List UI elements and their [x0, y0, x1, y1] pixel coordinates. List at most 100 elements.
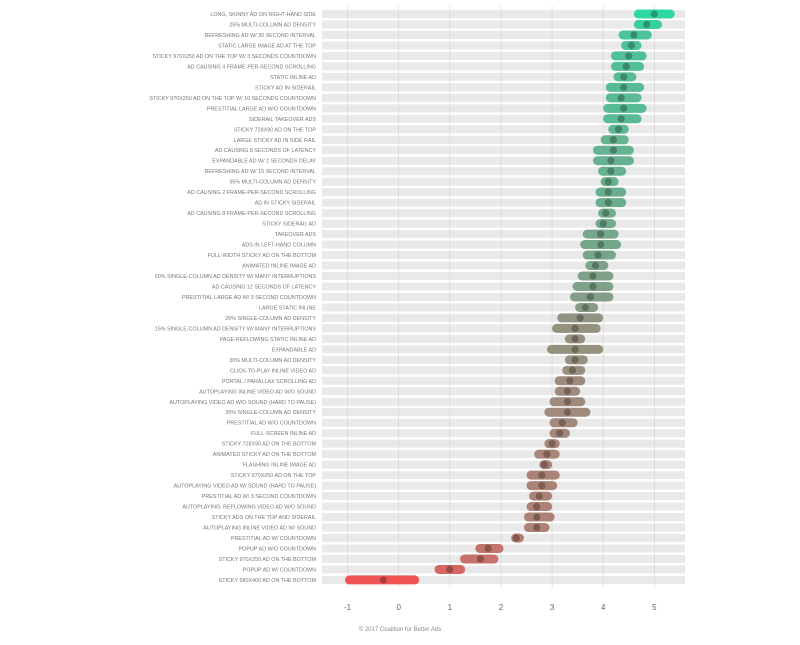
- x-tick-label: 4: [601, 603, 606, 612]
- mean-dot: [576, 314, 584, 322]
- mean-dot: [604, 188, 612, 196]
- mean-dot: [571, 345, 579, 353]
- mean-dot: [607, 157, 615, 165]
- row-track: [322, 492, 685, 501]
- row-label: AUTOPLAYING VIDEO AD W/ SOUND (HARD TO P…: [174, 484, 317, 490]
- row-label: AD CAUSING 2 FRAME-PER-SECOND SCROLLING: [187, 190, 316, 196]
- row-label: PRESTITIAL LARGE AD W/ 3 SECOND COUNTDOW…: [182, 295, 316, 301]
- row-track: [322, 167, 685, 176]
- mean-dot: [607, 167, 615, 175]
- mean-dot: [617, 115, 625, 123]
- mean-dot: [589, 282, 597, 291]
- mean-dot: [533, 502, 541, 511]
- mean-dot: [591, 261, 600, 270]
- row-label: 35% SINGLE-COLUMN AD DENSITY: [225, 410, 316, 416]
- mean-dot: [597, 240, 605, 249]
- x-tick-label: 2: [499, 603, 504, 612]
- mean-dot: [630, 31, 638, 39]
- row-label: ANIMATED STICKY AD ON THE BOTTOM: [213, 452, 317, 458]
- mean-dot: [599, 220, 607, 228]
- row-label: PORTAL / PARALLAX SCROLLING AD: [222, 379, 316, 385]
- mean-dot: [650, 10, 658, 18]
- row-track: [322, 303, 685, 312]
- row-track: [322, 450, 685, 459]
- mean-dot: [604, 178, 612, 186]
- row-track: [322, 30, 685, 39]
- row-label: PRESTITIAL AD W/ COUNTDOWN: [231, 536, 316, 542]
- row-track: [322, 272, 685, 280]
- row-track: [322, 83, 685, 92]
- mean-dot: [589, 272, 597, 280]
- row-label: AD CAUSING 12 SECONDS OF LATENCY: [212, 284, 317, 290]
- row-track: [322, 324, 685, 333]
- mean-dot: [484, 544, 492, 553]
- row-track: [322, 188, 685, 197]
- row-track: [322, 418, 685, 427]
- mean-dot: [609, 136, 618, 144]
- row-label: ADS IN LEFT-HAND COLUMN: [242, 243, 316, 249]
- row-label: AUTOPLAYING INLINE VIDEO AD W/O SOUND: [199, 389, 316, 395]
- mean-dot: [548, 440, 556, 448]
- row-track: [322, 114, 685, 123]
- row-label: STICKY 970X250 AD ON THE TOP W/ 10 SECON…: [149, 96, 316, 102]
- row-label: STICKY SIDERAIL AD: [262, 222, 316, 228]
- row-label: 25% SINGLE-COLUMN AD DENSITY: [225, 316, 316, 322]
- row-track: [322, 135, 685, 144]
- row-label: SIDERAIL TAKEOVER ADS: [249, 117, 316, 123]
- row-label: EXPANDABLE AD W/ 2 SECONDS DELAY: [212, 159, 316, 165]
- row-track: [322, 93, 685, 102]
- mean-dot: [581, 303, 589, 312]
- mean-dot: [586, 293, 595, 301]
- row-label: 30% MULTI-COLUMN AD DENSITY: [229, 358, 316, 364]
- row-track: [322, 565, 685, 574]
- row-track: [322, 575, 685, 584]
- row-track: [322, 439, 685, 448]
- mean-dot: [543, 450, 551, 458]
- row-label: STICKY 970X250 AD ON THE TOP: [231, 473, 317, 479]
- mean-dot: [617, 94, 625, 102]
- row-track: [322, 51, 685, 60]
- row-label: STATIC INLINE AD: [270, 75, 316, 81]
- mean-dot: [625, 52, 633, 60]
- row-track: [322, 471, 685, 480]
- row-label: STICKY 580X400 AD ON THE BOTTOM: [219, 578, 317, 584]
- row-track: [322, 62, 685, 71]
- mean-dot: [563, 408, 572, 416]
- row-label: FLASHING INLINE IMAGE AD: [243, 463, 316, 469]
- row-label: PRESTITIAL AD W/ 3 SECOND COUNTDOWN: [202, 494, 316, 500]
- row-track: [322, 387, 685, 396]
- x-tick-label: 0: [396, 603, 401, 612]
- mean-dot: [622, 62, 630, 70]
- x-tick-label: 3: [550, 603, 555, 612]
- mean-dot: [620, 73, 628, 81]
- row-label: LONG, SKINNY AD ON RIGHT-HAND SIDE: [210, 12, 316, 18]
- mean-dot: [566, 377, 574, 385]
- row-label: 35% MULTI-COLUMN AD DENSITY: [229, 180, 316, 186]
- row-label: POPUP AD W/O COUNTDOWN: [239, 546, 317, 552]
- x-tick-label: -1: [344, 603, 352, 612]
- mean-dot: [533, 513, 541, 521]
- copyright-credit: © 2017 Coalition for Better Ads: [358, 627, 442, 633]
- row-track: [322, 429, 685, 438]
- row-track: [322, 41, 685, 50]
- row-track: [322, 177, 685, 186]
- row-label: AUTOPLAYING INLINE VIDEO AD W/ SOUND: [203, 526, 316, 532]
- row-label: AD CAUSING 8 FRAME-PER-SECOND SCROLLING: [187, 211, 316, 217]
- row-label: FULL-WIDTH STICKY AD ON THE BOTTOM: [208, 253, 317, 259]
- row-track: [322, 313, 685, 322]
- mean-dot: [568, 366, 577, 374]
- row-label: STICKY ADS ON THE TOP AND SIDERAIL: [212, 515, 316, 521]
- mean-dot: [604, 199, 612, 207]
- row-track: [322, 10, 685, 18]
- x-tick-label: 5: [652, 603, 657, 612]
- mean-dot: [614, 125, 623, 133]
- row-track: [322, 345, 685, 354]
- row-track: [322, 125, 685, 134]
- row-track: [322, 408, 685, 417]
- mean-dot: [379, 576, 387, 584]
- mean-dot: [602, 209, 610, 217]
- mean-dot: [571, 324, 579, 332]
- row-track: [322, 523, 685, 532]
- row-track: [322, 513, 685, 522]
